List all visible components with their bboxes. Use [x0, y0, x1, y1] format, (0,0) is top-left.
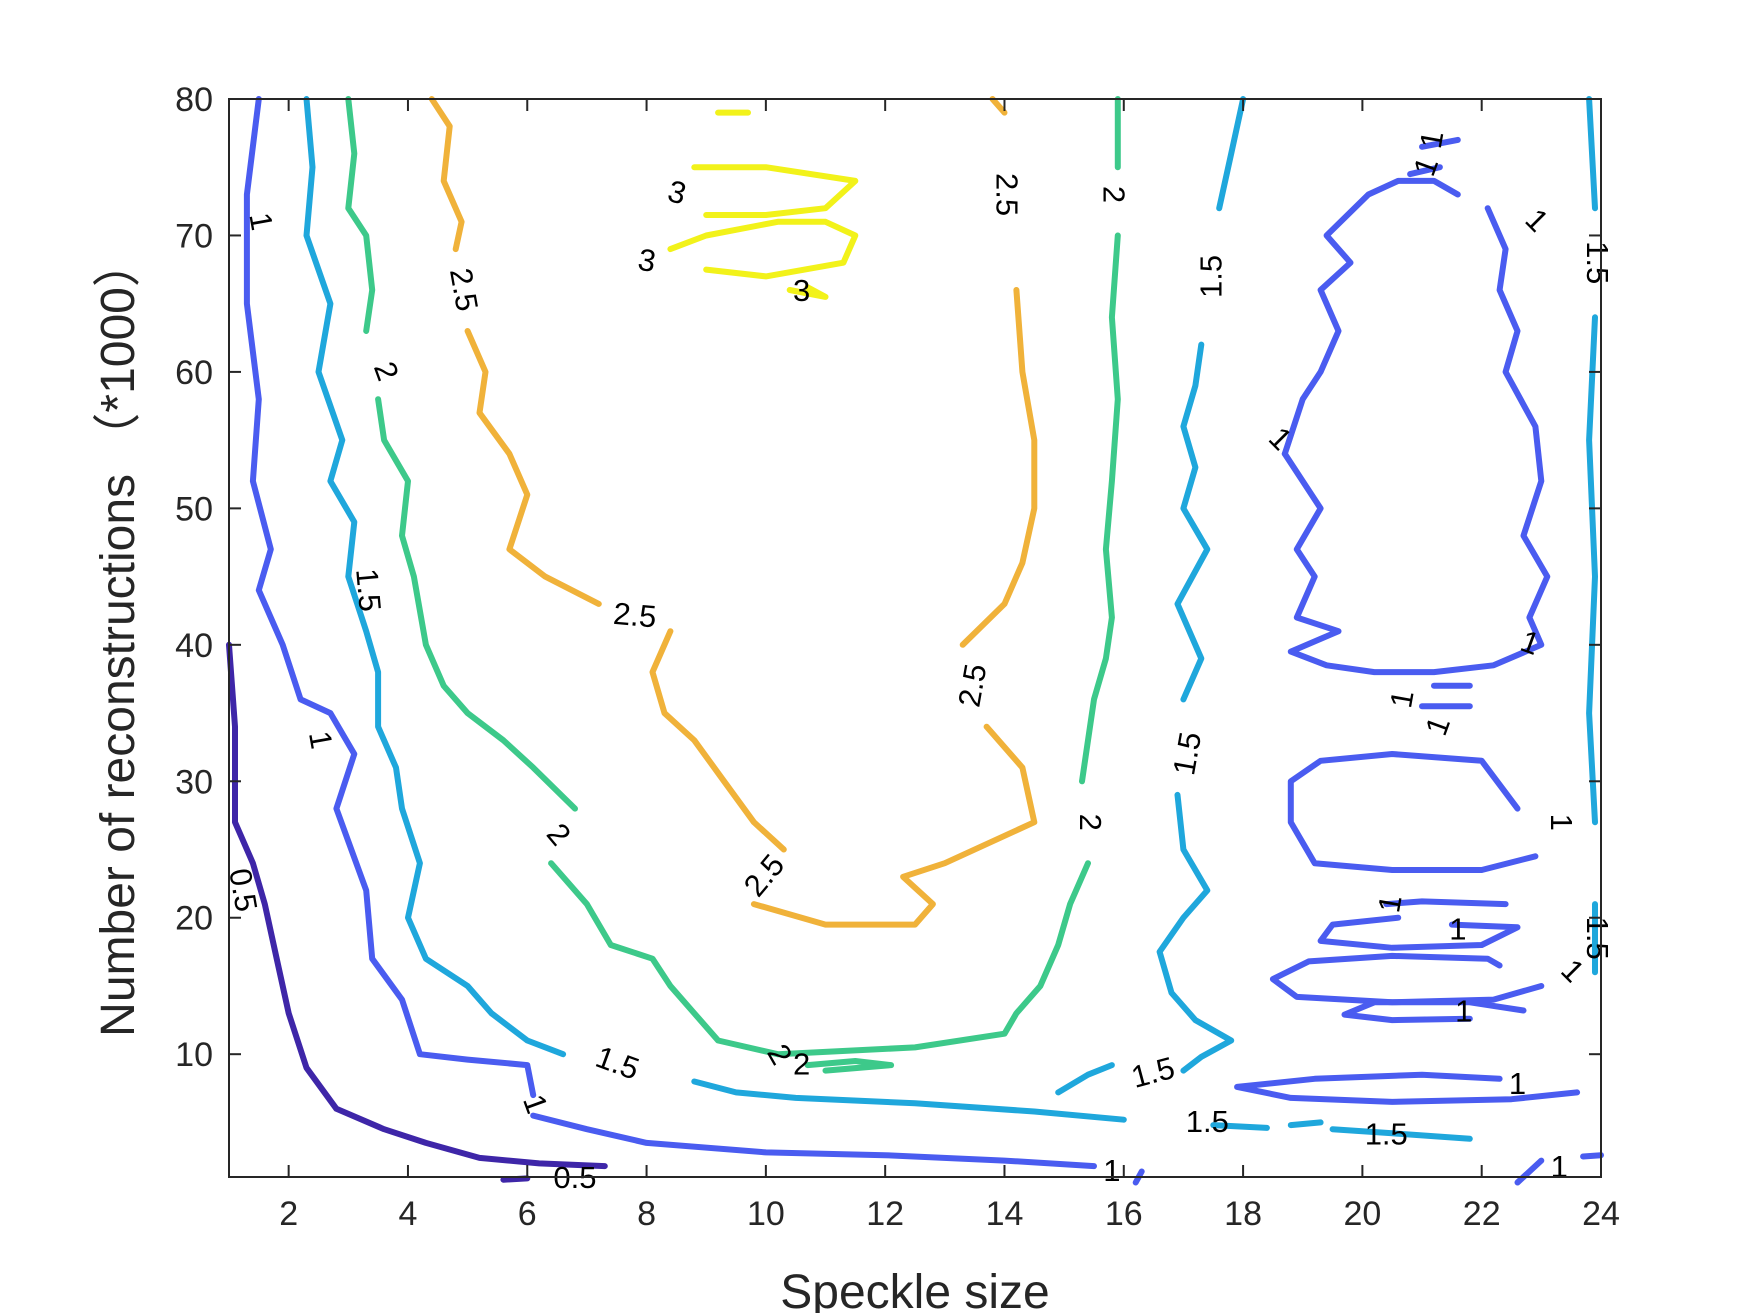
contour-label: 1 — [1103, 1153, 1120, 1188]
contour-line-2 — [548, 860, 1091, 1058]
contour-line-2-5 — [649, 628, 787, 853]
contour-label: 1.5 — [1580, 917, 1615, 960]
contour-label: 3 — [635, 242, 658, 279]
contour-line-1 — [1287, 751, 1539, 873]
y-tick-label: 10 — [175, 1036, 213, 1074]
contour-label: 1 — [1544, 814, 1579, 831]
contour-label: 1.5 — [1580, 241, 1615, 284]
contour-line-2-5 — [959, 287, 1038, 648]
contour-line-1 — [1407, 164, 1443, 178]
axes-box — [228, 98, 1602, 1178]
contour-line-0-5 — [500, 1175, 531, 1183]
contour-line-1-5 — [1156, 791, 1235, 1074]
contour-line-1-5 — [1329, 1126, 1473, 1142]
contour-line-2-5 — [989, 96, 1008, 116]
y-tick-label: 50 — [175, 490, 213, 528]
contour-line-1 — [1580, 1152, 1604, 1160]
contour-line-2 — [804, 1058, 895, 1074]
contour-line-1-5 — [1210, 1122, 1270, 1131]
contour-line-1-5 — [1287, 1119, 1324, 1129]
contour-line-1 — [1383, 898, 1509, 908]
contour-label: 1 — [1509, 1066, 1526, 1101]
x-tick-label: 10 — [747, 1195, 785, 1233]
plot-area — [229, 99, 1601, 1177]
x-tick-label: 16 — [1105, 1195, 1143, 1233]
y-tick-label: 80 — [175, 81, 213, 119]
contour-label: 1 — [1449, 912, 1466, 947]
contour-label: 1.5 — [1166, 729, 1208, 778]
contour-line-1 — [1419, 136, 1461, 150]
y-tick-label: 30 — [175, 763, 213, 801]
x-tick-label: 14 — [986, 1195, 1024, 1233]
contour-line-1 — [1234, 1071, 1581, 1105]
contour-line-2 — [1079, 232, 1121, 785]
contour-line-3 — [667, 218, 859, 280]
contour-line-1 — [530, 1112, 1097, 1170]
contour-line-3 — [786, 284, 829, 300]
contour-label: 1.5 — [1365, 1116, 1408, 1151]
contour-label: 1 — [1551, 1149, 1568, 1184]
contour-label: 1 — [1371, 892, 1408, 915]
contour-line-1-5 — [1586, 314, 1598, 826]
contour-line-1 — [1514, 1157, 1545, 1186]
contour-line-1 — [1341, 999, 1527, 1024]
contour-line-2 — [375, 396, 578, 812]
contour-line-1 — [1281, 177, 1461, 457]
contour-line-1 — [243, 96, 537, 1099]
contour-line-1 — [1281, 205, 1551, 676]
y-tick-label: 40 — [175, 627, 213, 665]
contour-label: 1.5 — [349, 567, 388, 613]
y-tick-label: 20 — [175, 900, 213, 938]
y-tick-label: 60 — [175, 354, 213, 392]
contour-line-1-5 — [1055, 1062, 1115, 1096]
contour-line-1-5 — [1216, 96, 1247, 212]
x-tick-label: 20 — [1343, 1195, 1381, 1233]
contour-line-3 — [691, 164, 859, 218]
contour-line-2-5 — [464, 328, 602, 607]
y-tick-label: 70 — [175, 217, 213, 255]
contour-label: 2 — [793, 1047, 810, 1082]
x-tick-label: 22 — [1463, 1195, 1501, 1233]
contour-line-1-5 — [1174, 341, 1211, 703]
y-axis-title: Number of reconstructions （*1000） — [92, 239, 145, 1037]
contour-line-1-5 — [691, 1078, 1127, 1123]
contour-label: 1.5 — [1193, 255, 1228, 298]
contour-label: 1.5 — [1186, 1104, 1229, 1139]
contour-label: 1 — [1455, 993, 1472, 1028]
contour-label: 1 — [242, 210, 279, 233]
y-axis-ticks: 10 20 30 40 50 60 70 80 — [175, 81, 1601, 1074]
contour-line-1 — [1317, 914, 1521, 951]
contour-line-1-5 — [1586, 96, 1598, 212]
contour-label: 1 — [1383, 687, 1420, 710]
x-tick-label: 6 — [518, 1195, 537, 1233]
contour-label: 1 — [1413, 128, 1450, 151]
contour-line-2-5 — [750, 723, 1038, 928]
contour-line-0-5 — [226, 641, 608, 1170]
contour-label: 2.5 — [443, 265, 485, 314]
contour-label: 3 — [793, 273, 810, 308]
x-tick-label: 12 — [866, 1195, 904, 1233]
x-tick-label: 18 — [1224, 1195, 1262, 1233]
x-tick-label: 24 — [1582, 1195, 1620, 1233]
contour-label: 2 — [1097, 186, 1132, 203]
contour-line-1-5 — [303, 96, 567, 1058]
x-tick-label: 8 — [637, 1195, 656, 1233]
contour-line-2-5 — [428, 96, 465, 253]
x-axis-ticks: 2 4 6 8 10 12 14 16 18 20 22 24 — [279, 99, 1620, 1233]
contour-label: 2.5 — [989, 173, 1024, 216]
contour-label: 1 — [302, 728, 339, 751]
x-tick-label: 4 — [398, 1195, 417, 1233]
contour-label: 2 — [1073, 814, 1108, 831]
x-axis-title: Speckle size — [780, 1266, 1049, 1313]
contour-line-2 — [345, 96, 376, 334]
contour-label: 2.5 — [612, 596, 658, 635]
contour-lines — [226, 96, 1604, 1186]
contour-label: 2.5 — [951, 661, 993, 710]
x-tick-label: 2 — [279, 1195, 298, 1233]
